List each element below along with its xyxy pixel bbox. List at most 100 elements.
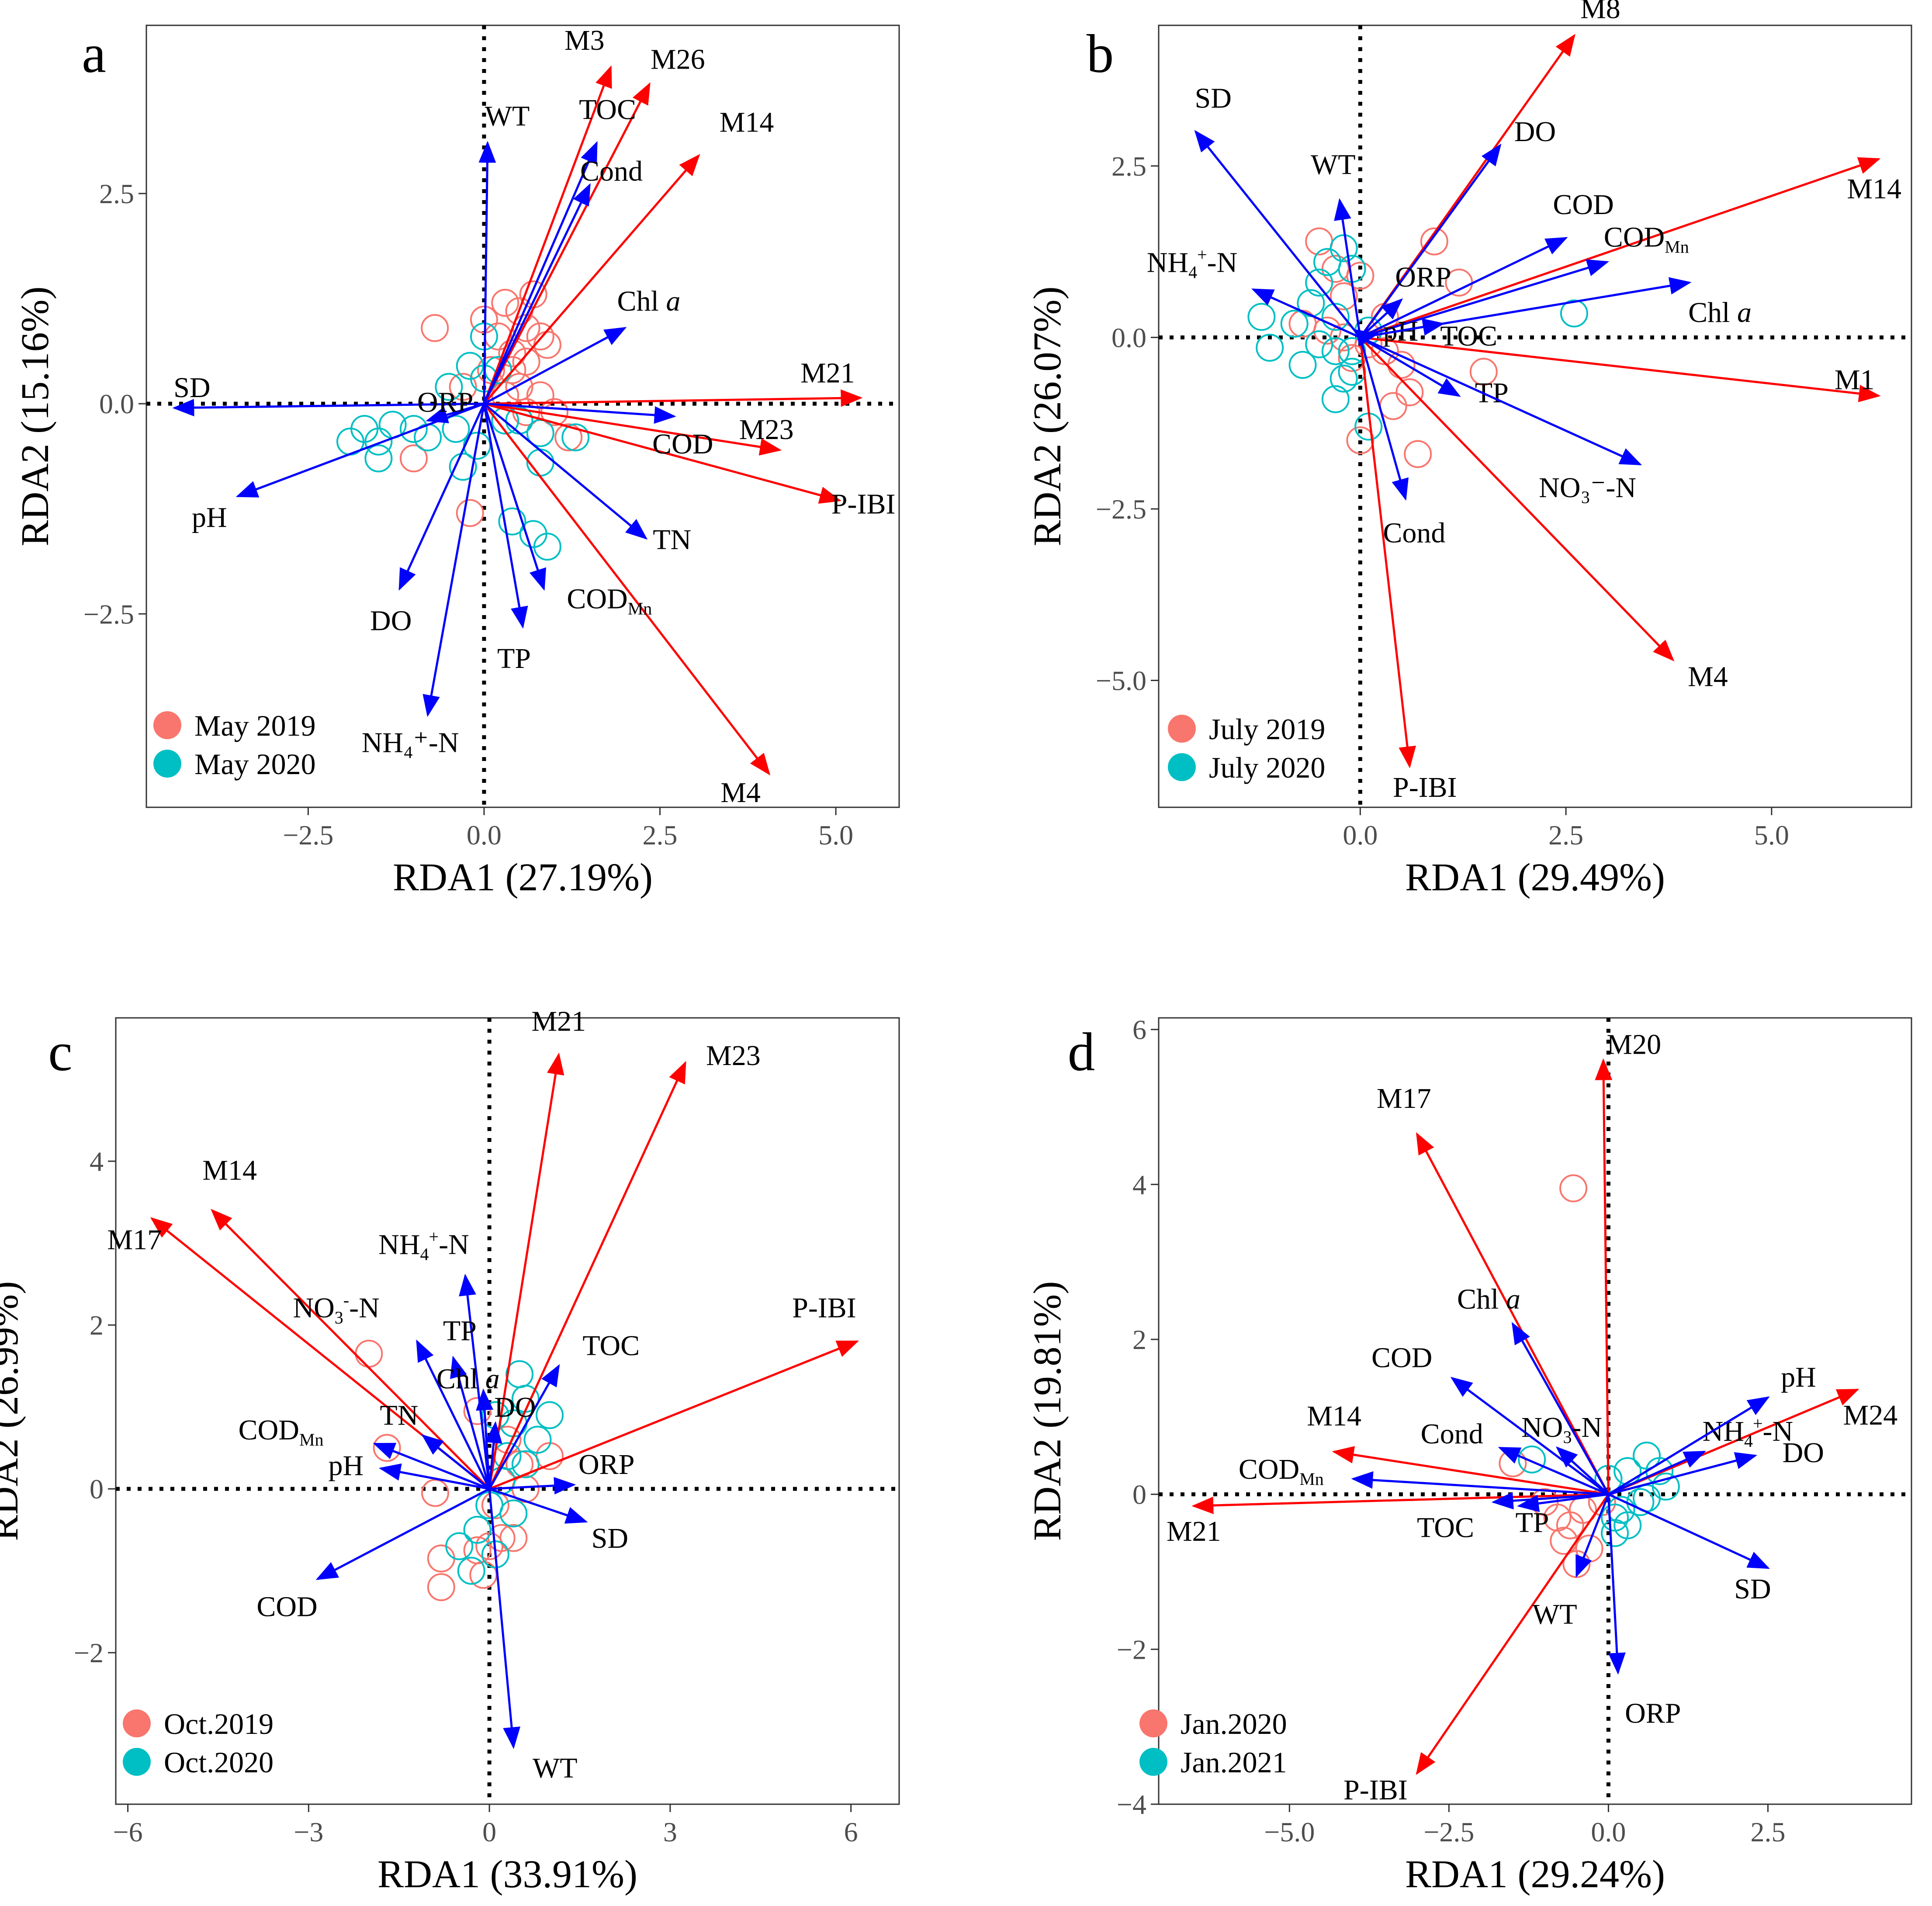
site-point-oct-2020: [457, 1557, 485, 1585]
env-label-nh4-n: NH4+-N: [378, 1227, 469, 1264]
env-arrow-codmn: [1360, 259, 1610, 339]
env-arrow-no3-n: [1555, 1446, 1610, 1495]
y-tick-label: 2.5: [99, 178, 134, 209]
species-arrow-m26: [483, 82, 651, 405]
species-label-m23: M23: [706, 1040, 761, 1072]
env-arrow-tn: [483, 403, 648, 540]
site-point-may-2019: [456, 499, 484, 527]
env-label-chl: Chl a: [436, 1363, 500, 1395]
y-tick-label: 0: [90, 1474, 104, 1505]
site-point-may-2019: [512, 347, 540, 376]
species-arrow-m14: [483, 154, 700, 405]
y-tick-label: 2: [90, 1310, 104, 1341]
env-arrow-sd: [489, 1487, 588, 1524]
env-label-orp: ORP: [578, 1449, 634, 1481]
y-tick-label: 0: [1132, 1479, 1146, 1510]
site-point-may-2020: [364, 444, 393, 473]
env-arrow-orp: [489, 1477, 576, 1494]
site-point-oct-2020: [481, 1540, 509, 1569]
env-label-cond: Cond: [580, 156, 643, 187]
panel-frame: [145, 24, 900, 808]
env-arrow-cond: [1359, 337, 1409, 501]
y-tick-label: −2.5: [1096, 494, 1146, 525]
env-label-sd: SD: [173, 372, 210, 404]
site-point-july-2019: [1330, 282, 1358, 311]
env-label-no-n: NO₃⁻-N: [1539, 472, 1636, 504]
env-label-toc: TOC: [1440, 320, 1497, 352]
species-label-m1: M1: [1835, 364, 1875, 396]
legend-label-may-2020: May 2020: [194, 747, 316, 781]
x-tick-label: 5.0: [1754, 820, 1789, 851]
panel-letter: c: [48, 1022, 72, 1083]
species-arrow-m4: [483, 403, 771, 775]
env-label-codmn: CODMn: [1604, 221, 1689, 257]
legend-label-july-2019: July 2019: [1209, 713, 1325, 746]
env-arrow-toc: [1360, 318, 1445, 339]
x-axis-title: RDA1 (27.19%): [393, 856, 653, 899]
site-point-may-2019: [505, 373, 533, 401]
x-tick-label: −2.5: [283, 820, 333, 851]
env-arrow-cod: [1450, 1377, 1609, 1495]
site-point-may-2019: [421, 314, 449, 342]
x-tick-label: 6: [844, 1816, 858, 1847]
y-tick-label: 0.0: [99, 388, 134, 419]
env-arrow-no3-n: [416, 1339, 491, 1490]
env-label-no3-n: NO3-N: [1521, 1411, 1602, 1447]
species-arrow-m21: [488, 1052, 564, 1489]
site-point-july-2020: [1330, 234, 1358, 263]
x-tick-label: 3: [663, 1816, 677, 1847]
env-arrow-sd: [1194, 130, 1361, 338]
x-tick-label: 2.5: [1750, 1816, 1785, 1847]
env-label-cod: COD: [1553, 189, 1613, 221]
env-label-no3-n: NO3--N: [293, 1290, 379, 1328]
env-arrow-tp: [450, 1356, 491, 1489]
site-point-may-2020: [498, 507, 526, 536]
env-arrow-toc: [488, 1364, 560, 1490]
x-tick-label: 0.0: [1343, 820, 1378, 851]
site-point-may-2019: [526, 322, 554, 351]
y-tick-label: 6: [1132, 1014, 1146, 1045]
env-arrow-chl: [483, 327, 627, 405]
site-point-may-2019: [449, 373, 477, 401]
species-arrow-p-ibi: [1416, 1494, 1610, 1775]
site-point-jan-2021: [1613, 1457, 1642, 1485]
env-label-codmn: CODMn: [239, 1414, 324, 1449]
site-point-oct-2020: [523, 1425, 552, 1454]
species-arrow-m21: [484, 389, 863, 407]
legend-swatch-may-2020: [153, 750, 181, 778]
x-tick-label: −5.0: [1264, 1816, 1315, 1847]
env-arrow-tp: [1360, 336, 1461, 397]
species-arrow-p-ibi: [484, 402, 841, 504]
env-arrow-wt: [478, 141, 496, 404]
legend-swatch-july-2020: [1168, 753, 1196, 781]
species-label-m17: M17: [1377, 1083, 1431, 1114]
site-point-oct-2020: [463, 1515, 492, 1544]
env-arrow-cod: [315, 1487, 490, 1580]
site-point-jan-2020: [1559, 1174, 1588, 1203]
site-point-july-2019: [1469, 357, 1498, 386]
x-tick-label: 0.0: [1591, 1816, 1626, 1847]
species-label-m3: M3: [564, 24, 605, 56]
env-label-toc: TOC: [1417, 1512, 1474, 1543]
site-point-july-2020: [1288, 351, 1317, 379]
species-arrow-m23: [484, 402, 782, 456]
env-label-do: DO: [1514, 116, 1556, 148]
species-label-m14: M14: [202, 1155, 257, 1186]
y-tick-label: −5.0: [1096, 665, 1146, 696]
species-label-m21: M21: [800, 357, 855, 389]
species-label-m14: M14: [1307, 1400, 1361, 1432]
species-arrow-m23: [488, 1061, 686, 1490]
species-arrow-p-ibi: [489, 1340, 859, 1490]
env-label-codmn: CODMn: [1239, 1453, 1324, 1489]
env-label-sd: SD: [1734, 1573, 1771, 1605]
site-point-jan-2021: [1601, 1519, 1629, 1547]
env-arrow-chl: [1511, 1322, 1610, 1495]
species-label-p-ibi: P-IBI: [1393, 771, 1457, 803]
env-label-ph: pH: [329, 1449, 364, 1481]
species-arrow-m1: [1360, 336, 1881, 402]
env-label-tn: TN: [653, 524, 691, 556]
y-tick-label: 2: [1132, 1324, 1146, 1355]
site-point-july-2020: [1305, 268, 1333, 297]
env-label-orp: ORP: [1395, 261, 1451, 293]
site-point-may-2020: [364, 427, 393, 456]
